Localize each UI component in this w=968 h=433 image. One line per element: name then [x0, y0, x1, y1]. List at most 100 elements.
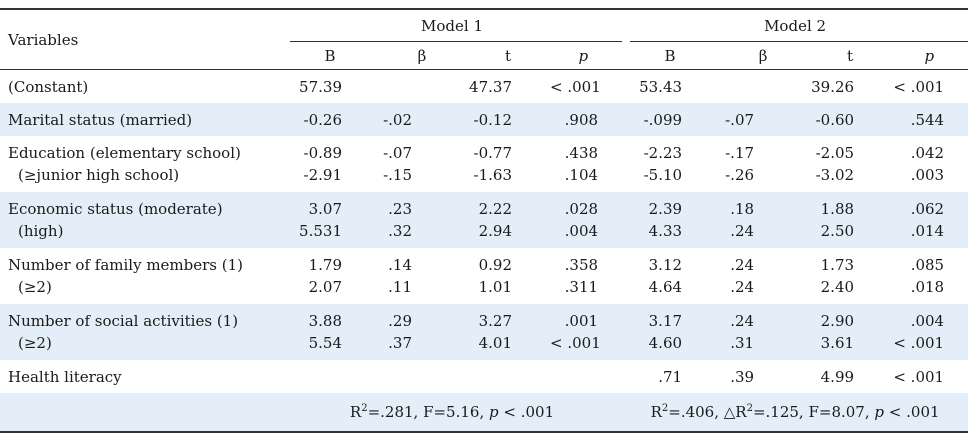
- m2-b-cell: -.099: [622, 103, 719, 136]
- m1-b-cell: 3.07 5.531: [282, 192, 378, 248]
- m2-b-value: -5.10: [643, 166, 683, 184]
- m2-p-value: .003: [910, 166, 945, 184]
- m2-b-value: 53.43: [639, 77, 683, 96]
- m1-t-value: -0.77: [473, 144, 512, 162]
- m1-beta-cell: -.07 -.15: [378, 136, 466, 192]
- m1-b-cell: 3.88 5.54: [282, 304, 378, 360]
- m2-t-cell: 4.99: [808, 360, 892, 393]
- m1-t-cell: 0.92 1.01: [466, 248, 550, 304]
- m1-t-value: 2.22: [478, 200, 512, 218]
- m1-beta-cell: [378, 70, 466, 104]
- m2-t-value: 4.99: [820, 367, 855, 386]
- m1-p-value: .001: [564, 312, 599, 330]
- variable-label: (Constant): [8, 77, 89, 96]
- m1-p-cell: .358 .311: [550, 248, 622, 304]
- m2-p-value: .004: [910, 312, 945, 330]
- m1-p-value: .104: [564, 166, 599, 184]
- r2-label: R: [650, 403, 662, 421]
- m1-t-value: 3.27: [478, 312, 512, 330]
- model-1-fit-stats: =.281, F=5.16,: [367, 403, 485, 421]
- variable-label: Health literacy: [8, 367, 122, 386]
- m2-t-value: 2.90: [820, 312, 855, 330]
- m2-p-value: .018: [910, 278, 945, 296]
- m2-t-value: 3.61: [820, 334, 855, 352]
- m2-t-value: 1.73: [820, 256, 855, 274]
- model-1-fit-p: < .001: [503, 403, 555, 421]
- m1-t-cell: 3.27 4.01: [466, 304, 550, 360]
- m1-b-cell: -0.26: [282, 103, 378, 136]
- m1-t-cell: 2.22 2.94: [466, 192, 550, 248]
- m1-beta-cell: [378, 360, 466, 393]
- variable-label: Education (elementary school): [8, 144, 241, 162]
- m2-t-value: 1.88: [820, 200, 855, 218]
- m1-col-p: p: [550, 42, 623, 70]
- m1-t-cell: 47.37: [466, 70, 550, 104]
- m1-p-cell: .028 .004: [550, 192, 623, 248]
- m1-t-cell: -0.12: [466, 103, 550, 136]
- m2-p-value: .042: [910, 144, 945, 162]
- m1-beta-cell: -.02: [378, 103, 466, 136]
- m2-beta-value: .24: [730, 312, 755, 330]
- m1-b-value: -2.91: [303, 166, 342, 184]
- variable-label: Number of family members (1): [8, 256, 244, 274]
- m2-b-value: 2.39: [648, 200, 683, 218]
- m2-p-cell: .004 < .001: [892, 304, 968, 360]
- m1-col-b: B: [282, 42, 378, 70]
- model-fit-row: R2=.281, F=5.16, p < .001 R2=.406, △R2=.…: [0, 393, 968, 433]
- m2-beta-value: -.17: [725, 144, 755, 162]
- variables-header: Variables: [0, 8, 282, 70]
- m2-beta-cell: .39: [718, 360, 808, 393]
- variable-label-cell: Economic status (moderate) (high): [0, 192, 282, 248]
- m1-b-value: -0.89: [303, 144, 342, 162]
- m2-beta-cell: .24.31: [718, 304, 809, 360]
- m2-beta-value: .24: [730, 222, 755, 240]
- variable-sublabel: (≥2): [18, 278, 52, 296]
- m2-beta-cell: -.07: [718, 103, 809, 136]
- m2-p-value: .544: [910, 110, 945, 129]
- m2-p-cell: .062 .014: [892, 192, 968, 248]
- m2-beta-cell: -.17 -.26: [718, 136, 808, 192]
- m2-t-value: -2.05: [815, 144, 855, 162]
- m1-beta-value: -.02: [383, 110, 412, 129]
- m1-beta-value: -.07: [383, 144, 412, 162]
- m2-t-value: 2.40: [820, 278, 855, 296]
- m1-b-value: 5.531: [299, 222, 342, 240]
- header-row-columns: B β t p B β t p: [0, 42, 968, 70]
- m2-beta-cell: .24.24: [718, 248, 808, 304]
- m1-p-value: .004: [564, 222, 599, 240]
- m1-beta-value: .11: [388, 278, 412, 296]
- m1-p-value: .358: [564, 256, 599, 274]
- m2-p-value: .085: [910, 256, 945, 274]
- m2-beta-value: .24: [730, 256, 755, 274]
- m1-beta-cell: .29.37: [378, 304, 466, 360]
- m2-b-cell: 53.43: [622, 70, 718, 104]
- variable-sublabel: (≥junior high school): [18, 166, 180, 184]
- m2-t-value: -3.02: [815, 166, 855, 184]
- m1-col-t: t: [466, 42, 550, 70]
- variable-label-cell: Marital status (married): [0, 103, 282, 136]
- m1-t-value: 47.37: [469, 77, 512, 96]
- m1-t-value: 0.92: [478, 256, 512, 274]
- m1-beta-value: .23: [388, 200, 412, 218]
- m1-p-cell: < .001: [550, 70, 622, 104]
- table-row: Number of family members (1) (≥2) 1.79 2.07…: [0, 248, 968, 304]
- clipped-caption-remnant: [0, 0, 968, 8]
- m2-p-cell: < .001: [892, 70, 968, 104]
- m1-p-cell: .001 < .001: [550, 304, 623, 360]
- m2-p-cell: .085 .018: [892, 248, 968, 304]
- m1-p-cell: .908: [550, 103, 623, 136]
- p-label: p: [489, 403, 499, 421]
- m1-b-value: 2.07: [308, 278, 342, 296]
- m1-p-cell: [550, 360, 622, 393]
- model-2-fit-stats: =.125, F=8.07,: [752, 403, 870, 421]
- m1-beta-cell: .14.11: [378, 248, 466, 304]
- m2-t-cell: -2.05 -3.02: [808, 136, 892, 192]
- variable-sublabel: (≥2): [18, 334, 52, 352]
- m2-b-cell: 3.12 4.64: [622, 248, 718, 304]
- model-2-fit-r2: =.406, △R: [668, 403, 747, 421]
- model-2-fit: R2=.406, △R2=.125, F=8.07, p < .001: [622, 393, 968, 433]
- table-body: (Constant) 57.39 47.37 < .001 53.43 39.26 < .0…: [0, 70, 968, 394]
- m2-col-beta: β: [718, 42, 809, 70]
- variable-sublabel: (high): [18, 222, 64, 240]
- m2-t-cell: 1.88 2.50: [808, 192, 893, 248]
